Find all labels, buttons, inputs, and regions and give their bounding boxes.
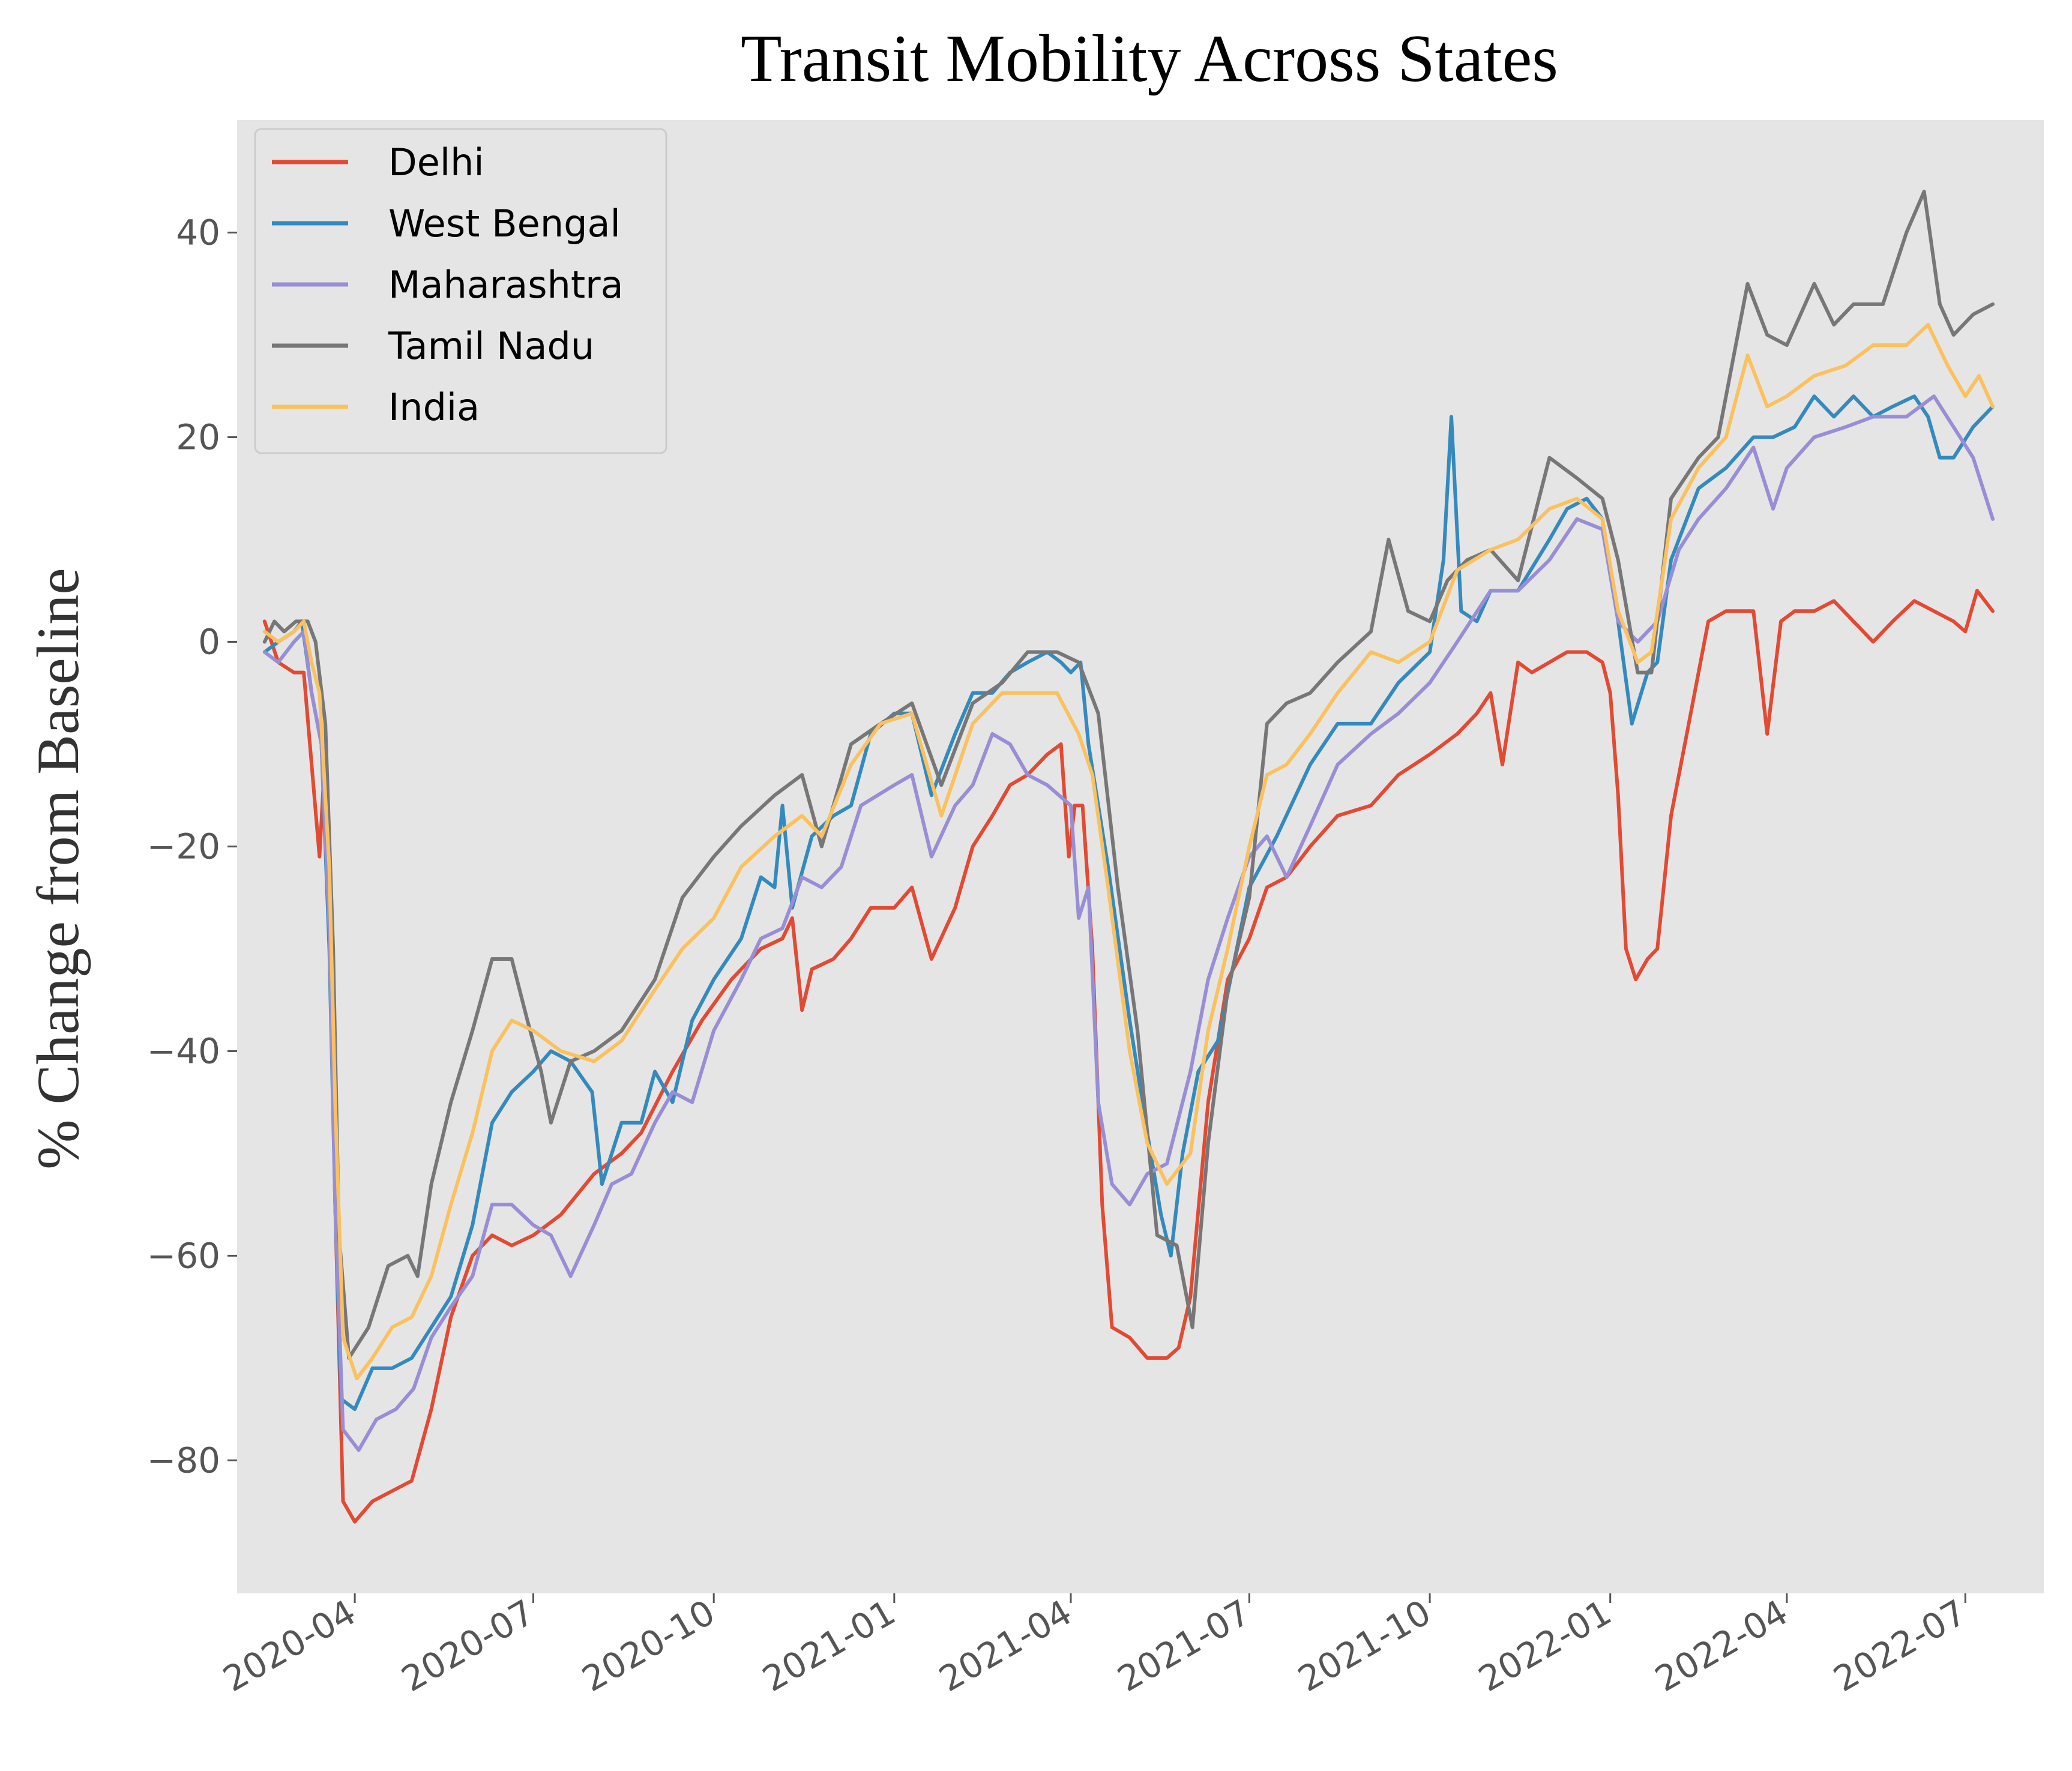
legend-label: West Bengal <box>388 202 621 245</box>
x-tick-label: 2020-10 <box>575 1592 721 1700</box>
y-tick-label: 0 <box>198 621 220 662</box>
y-tick-label: −20 <box>147 826 220 867</box>
x-tick-label: 2021-01 <box>756 1592 902 1700</box>
x-tick-label: 2020-04 <box>216 1592 363 1700</box>
legend-label: Tamil Nadu <box>388 324 594 368</box>
x-tick-label: 2022-07 <box>1827 1592 1973 1700</box>
y-tick-label: −80 <box>147 1440 220 1481</box>
y-axis-title: % Change from Baseline <box>25 568 91 1170</box>
legend-label: Maharashtra <box>388 263 624 307</box>
series-line-tamil-nadu <box>262 190 1995 1360</box>
series-line-west-bengal <box>262 394 1995 1412</box>
y-tick-label: −40 <box>147 1030 220 1071</box>
series-layer <box>262 190 1995 1524</box>
y-tick-label: −60 <box>147 1235 220 1276</box>
y-tick-label: 20 <box>176 417 220 458</box>
legend: Delhi West Bengal Maharashtra Tamil Nadu Ind… <box>254 128 667 454</box>
chart-title: Transit Mobility Across States <box>741 22 1558 96</box>
legend-label: Delhi <box>388 140 484 184</box>
x-tick-label: 2021-07 <box>1111 1592 1257 1700</box>
legend-label: India <box>388 385 480 429</box>
legend-box <box>254 128 667 454</box>
x-tick-label: 2022-01 <box>1472 1592 1618 1700</box>
x-tick-label: 2022-04 <box>1648 1592 1795 1700</box>
series-line-delhi <box>262 589 1995 1524</box>
y-tick-label: 40 <box>176 212 220 253</box>
x-tick-label: 2021-10 <box>1291 1592 1438 1700</box>
x-tick-label: 2020-07 <box>395 1592 541 1700</box>
series-line-india <box>262 323 1995 1380</box>
x-tick-label: 2021-04 <box>932 1592 1079 1700</box>
